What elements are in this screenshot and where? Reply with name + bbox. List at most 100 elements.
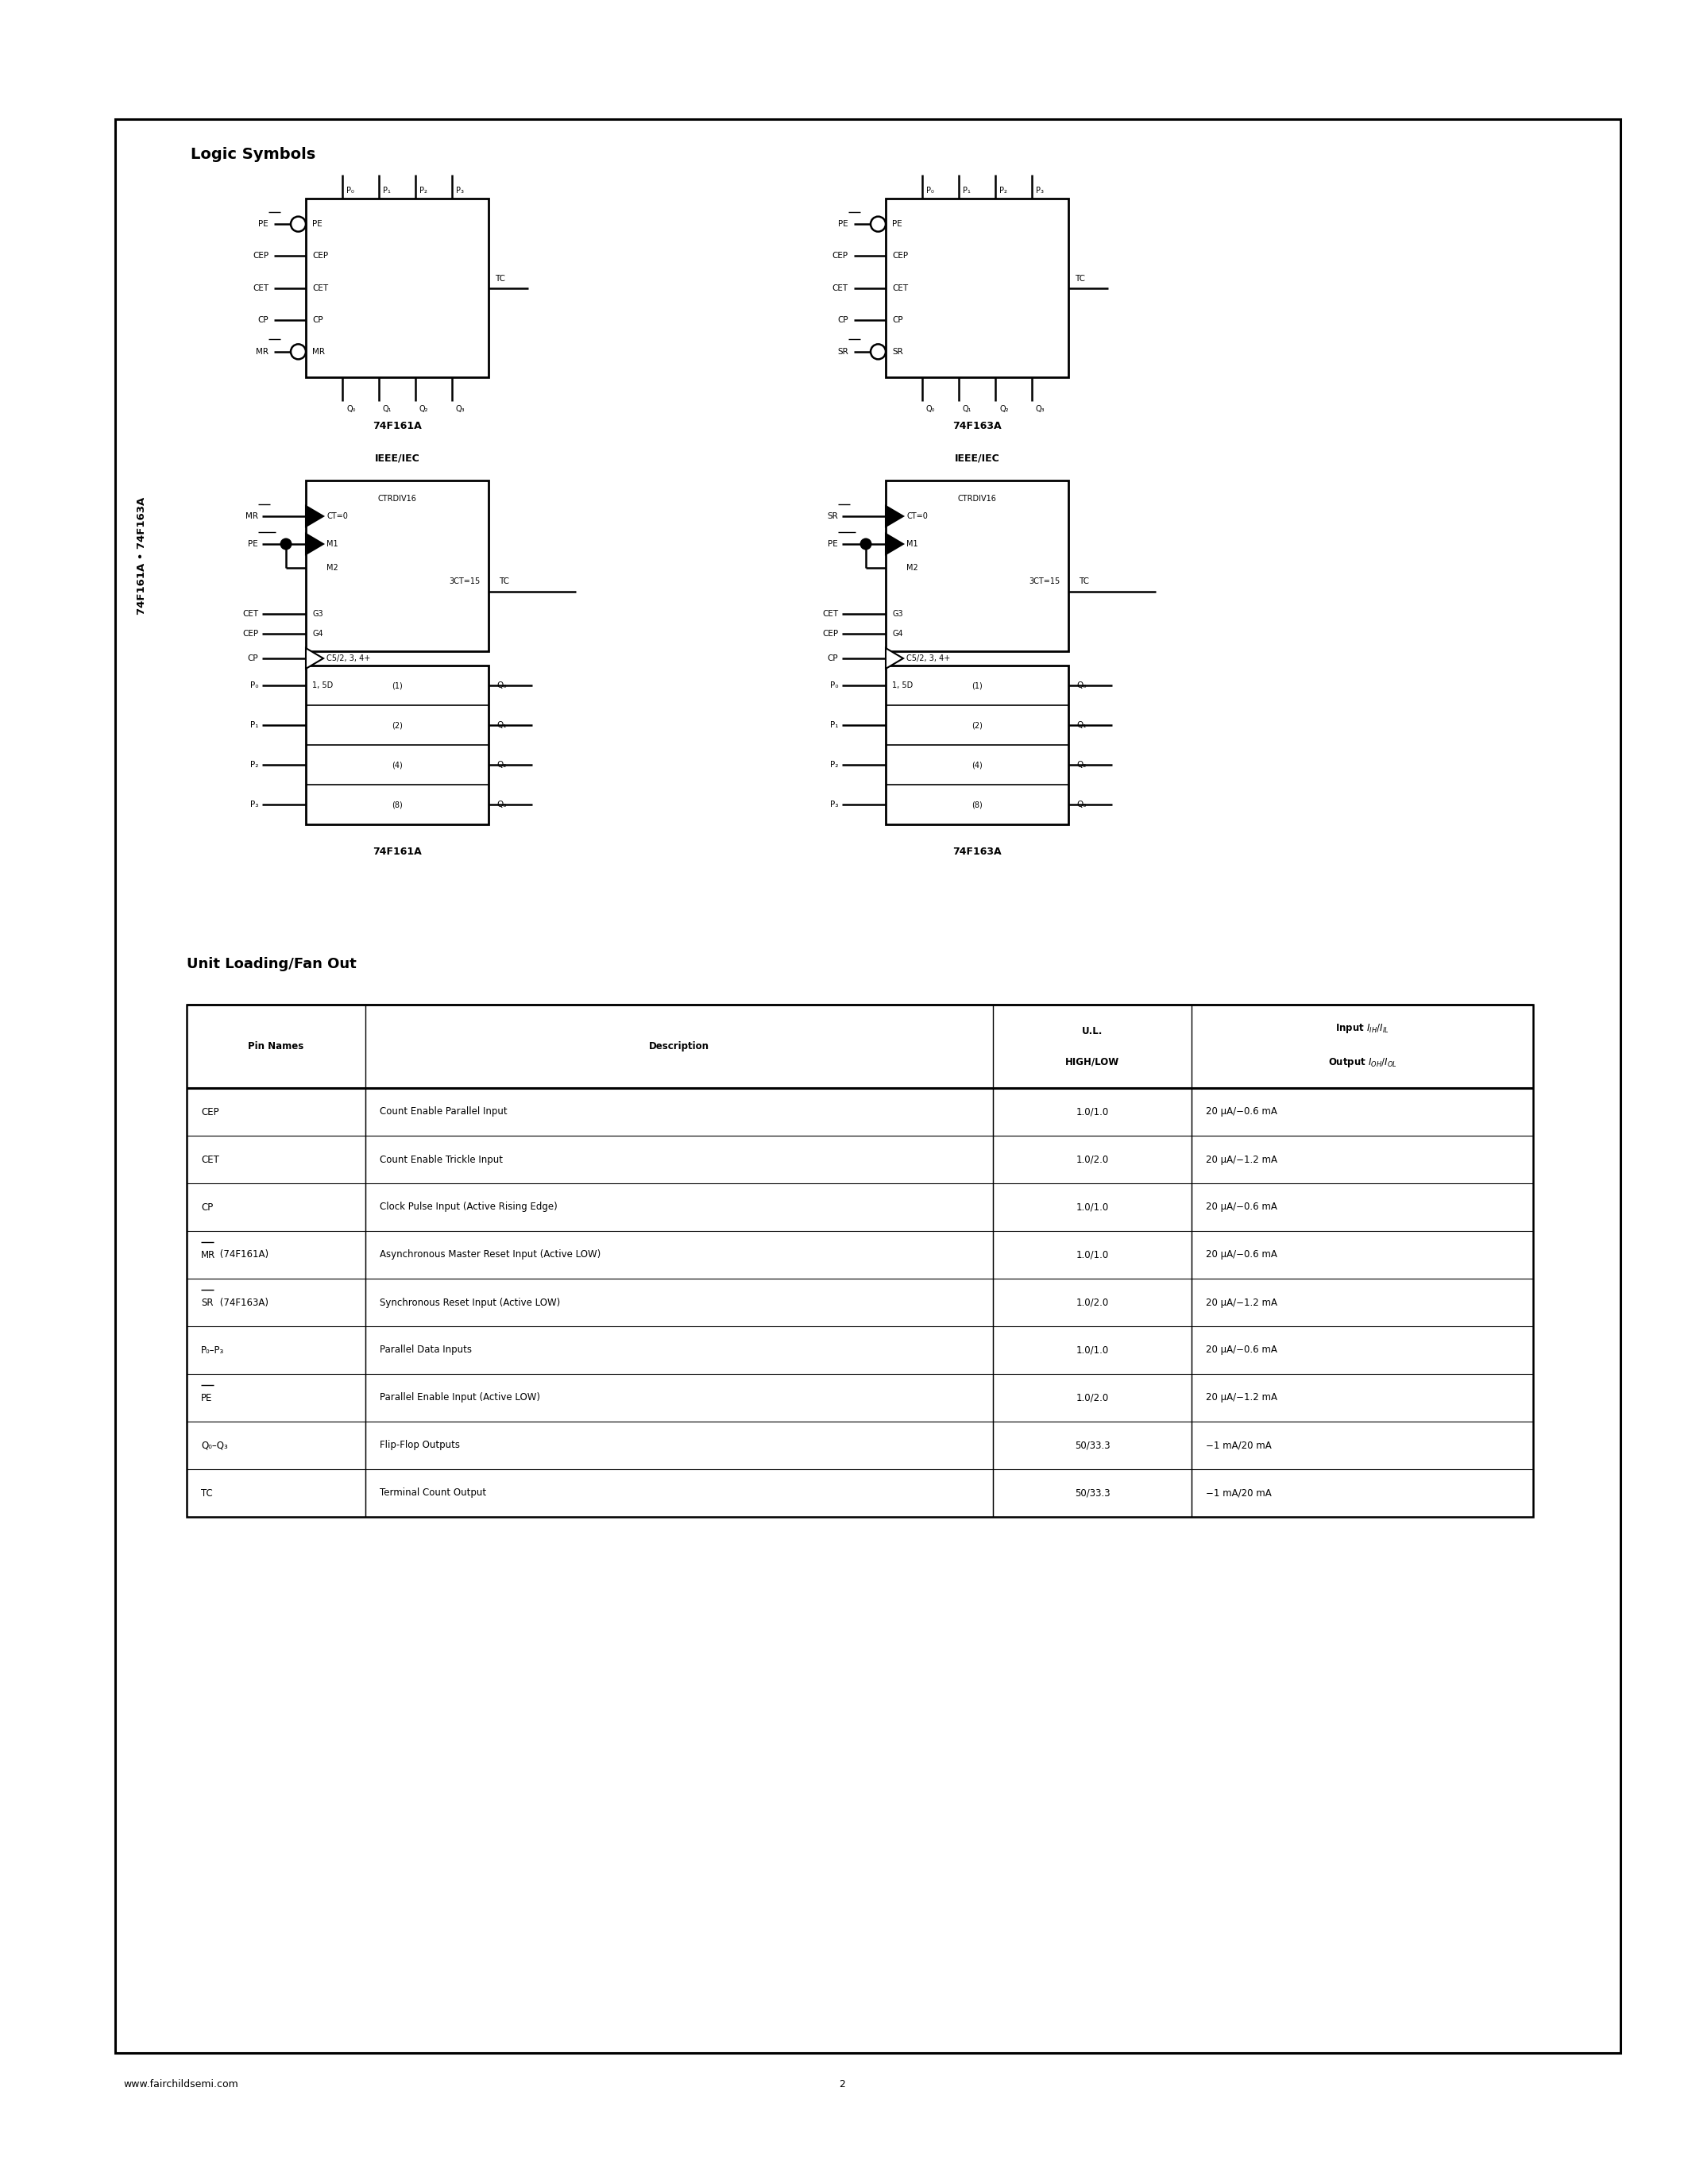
Text: M2: M2 xyxy=(906,563,918,572)
Text: (2): (2) xyxy=(972,721,982,729)
Text: 1.0/1.0: 1.0/1.0 xyxy=(1075,1249,1109,1260)
Text: 1.0/2.0: 1.0/2.0 xyxy=(1075,1155,1109,1164)
Text: CTRDIV16: CTRDIV16 xyxy=(378,496,417,502)
Text: Logic Symbols: Logic Symbols xyxy=(191,146,316,162)
Bar xyxy=(306,480,488,651)
Text: P₁: P₁ xyxy=(250,721,258,729)
Text: 20 μA/−0.6 mA: 20 μA/−0.6 mA xyxy=(1205,1201,1278,1212)
Text: (4): (4) xyxy=(972,760,982,769)
Text: Description: Description xyxy=(648,1042,709,1051)
Text: P₀: P₀ xyxy=(830,681,837,690)
Text: 1.0/2.0: 1.0/2.0 xyxy=(1075,1297,1109,1308)
Text: PE: PE xyxy=(312,221,322,227)
Text: PE: PE xyxy=(201,1393,213,1402)
Text: Q₀: Q₀ xyxy=(496,681,506,690)
Bar xyxy=(187,1005,1533,1518)
Text: SR: SR xyxy=(827,513,837,520)
Text: Q₀: Q₀ xyxy=(1077,681,1087,690)
Text: CEP: CEP xyxy=(312,251,327,260)
Text: 1.0/1.0: 1.0/1.0 xyxy=(1075,1107,1109,1116)
Text: Q₁: Q₁ xyxy=(496,721,506,729)
Text: 2: 2 xyxy=(839,2079,846,2090)
Text: 1.0/1.0: 1.0/1.0 xyxy=(1075,1345,1109,1356)
Text: 20 μA/−1.2 mA: 20 μA/−1.2 mA xyxy=(1205,1155,1278,1164)
Text: MR: MR xyxy=(201,1249,216,1260)
Text: CT=0: CT=0 xyxy=(906,513,928,520)
Bar xyxy=(886,199,1069,378)
Text: TC: TC xyxy=(1079,577,1089,585)
Text: P₂: P₂ xyxy=(830,760,837,769)
Text: G3: G3 xyxy=(312,609,322,618)
Text: CP: CP xyxy=(827,655,837,662)
Text: MR: MR xyxy=(257,347,268,356)
Polygon shape xyxy=(306,649,324,668)
Text: Asynchronous Master Reset Input (Active LOW): Asynchronous Master Reset Input (Active … xyxy=(380,1249,601,1260)
Text: Q₀–Q₃: Q₀–Q₃ xyxy=(201,1439,228,1450)
Text: Flip-Flop Outputs: Flip-Flop Outputs xyxy=(380,1439,459,1450)
Text: P₂: P₂ xyxy=(999,186,1008,194)
Polygon shape xyxy=(306,507,324,526)
Text: 1, 5D: 1, 5D xyxy=(891,681,913,690)
Text: Terminal Count Output: Terminal Count Output xyxy=(380,1487,486,1498)
Text: P₀: P₀ xyxy=(927,186,933,194)
Bar xyxy=(306,666,488,823)
Text: 74F161A: 74F161A xyxy=(373,422,422,430)
Text: Q₀: Q₀ xyxy=(927,404,935,413)
Text: 1.0/2.0: 1.0/2.0 xyxy=(1075,1393,1109,1402)
Text: Pin Names: Pin Names xyxy=(248,1042,304,1051)
Text: 3CT=15: 3CT=15 xyxy=(449,577,481,585)
Text: 1.0/1.0: 1.0/1.0 xyxy=(1075,1201,1109,1212)
Text: M2: M2 xyxy=(326,563,338,572)
Text: 50/33.3: 50/33.3 xyxy=(1075,1439,1111,1450)
Text: P₃: P₃ xyxy=(456,186,464,194)
Text: CET: CET xyxy=(312,284,327,293)
Text: Q₃: Q₃ xyxy=(1077,802,1085,808)
Text: Q₃: Q₃ xyxy=(456,404,466,413)
Bar xyxy=(886,666,1069,823)
Text: IEEE/IEC: IEEE/IEC xyxy=(375,452,420,463)
Text: TC: TC xyxy=(1075,275,1085,282)
Text: 1, 5D: 1, 5D xyxy=(312,681,333,690)
Text: Q₁: Q₁ xyxy=(383,404,392,413)
Text: P₃: P₃ xyxy=(1036,186,1043,194)
Text: PE: PE xyxy=(839,221,849,227)
Text: PE: PE xyxy=(891,221,901,227)
Text: CET: CET xyxy=(832,284,849,293)
Text: PE: PE xyxy=(827,539,837,548)
Text: P₃: P₃ xyxy=(250,802,258,808)
Text: P₁: P₁ xyxy=(830,721,837,729)
Text: 20 μA/−0.6 mA: 20 μA/−0.6 mA xyxy=(1205,1107,1278,1116)
Text: TC: TC xyxy=(201,1487,213,1498)
Text: 74F161A: 74F161A xyxy=(373,847,422,856)
Text: −1 mA/20 mA: −1 mA/20 mA xyxy=(1205,1487,1271,1498)
Polygon shape xyxy=(306,533,324,555)
Text: G3: G3 xyxy=(891,609,903,618)
Text: CET: CET xyxy=(822,609,837,618)
Text: Q₁: Q₁ xyxy=(1077,721,1087,729)
Text: Parallel Enable Input (Active LOW): Parallel Enable Input (Active LOW) xyxy=(380,1393,540,1402)
Text: CP: CP xyxy=(258,317,268,323)
Text: CP: CP xyxy=(248,655,258,662)
Polygon shape xyxy=(886,533,903,555)
Text: CEP: CEP xyxy=(822,629,837,638)
Circle shape xyxy=(871,216,886,232)
Text: CEP: CEP xyxy=(891,251,908,260)
Text: MR: MR xyxy=(312,347,324,356)
Text: (4): (4) xyxy=(392,760,403,769)
Text: 74F163A: 74F163A xyxy=(952,422,1001,430)
Text: Input $\mathit{I_{IH}/I_{IL}}$: Input $\mathit{I_{IH}/I_{IL}}$ xyxy=(1335,1022,1389,1035)
Text: Q₂: Q₂ xyxy=(496,760,506,769)
Text: Q₃: Q₃ xyxy=(496,802,506,808)
Text: CP: CP xyxy=(891,317,903,323)
Text: P₃: P₃ xyxy=(830,802,837,808)
Text: (74F163A): (74F163A) xyxy=(216,1297,268,1308)
Text: 20 μA/−1.2 mA: 20 μA/−1.2 mA xyxy=(1205,1297,1278,1308)
Text: 50/33.3: 50/33.3 xyxy=(1075,1487,1111,1498)
Text: CEP: CEP xyxy=(832,251,849,260)
Text: P₀–P₃: P₀–P₃ xyxy=(201,1345,225,1356)
Text: SR: SR xyxy=(201,1297,213,1308)
Bar xyxy=(886,480,1069,651)
Text: www.fairchildsemi.com: www.fairchildsemi.com xyxy=(123,2079,238,2090)
Text: (2): (2) xyxy=(392,721,403,729)
Text: Q₀: Q₀ xyxy=(346,404,356,413)
